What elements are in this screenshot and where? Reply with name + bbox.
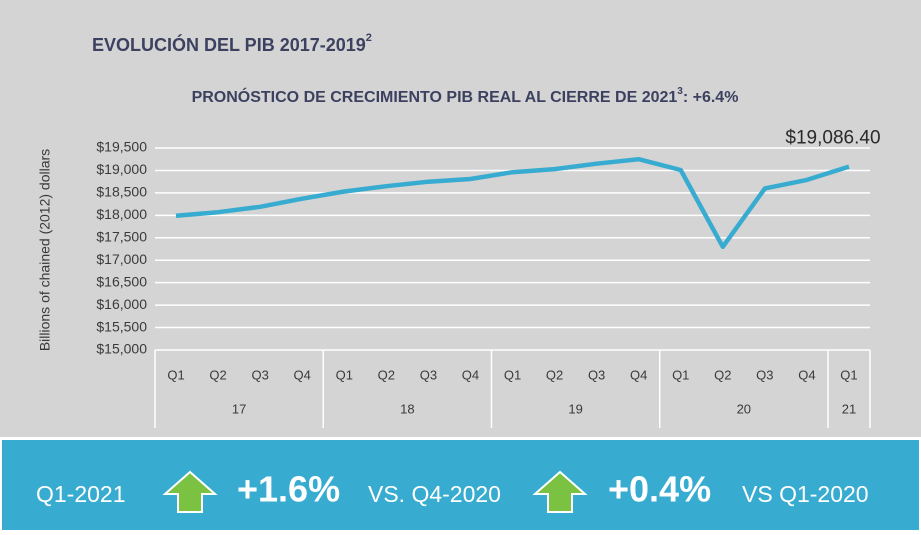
chart-background <box>0 0 921 437</box>
banner-period: Q1-2021 <box>36 481 126 507</box>
title-superscript: 2 <box>366 32 372 44</box>
x-tick-label: Q2 <box>714 367 731 382</box>
title-text: EVOLUCIÓN DEL PIB 2017-2019 <box>92 34 366 55</box>
x-tick-label: Q1 <box>336 367 353 382</box>
y-tick-label: $19,000 <box>96 161 147 177</box>
x-group-label: 17 <box>232 401 246 416</box>
x-tick-label: Q3 <box>251 367 268 382</box>
banner <box>2 440 919 530</box>
y-tick-label: $18,000 <box>96 206 147 222</box>
x-tick-label: Q1 <box>840 367 857 382</box>
x-tick-label: Q4 <box>462 367 479 382</box>
x-tick-label: Q2 <box>378 367 395 382</box>
subtitle-forecast: : +6.4% <box>683 89 739 106</box>
y-tick-label: $17,000 <box>96 251 147 267</box>
chart-subtitle: PRONÓSTICO DE CRECIMIENTO PIB REAL AL CI… <box>192 86 739 107</box>
x-tick-label: Q3 <box>756 367 773 382</box>
up-arrow <box>162 470 218 513</box>
banner-change: +1.6% <box>237 469 340 510</box>
x-group-label: 18 <box>400 401 414 416</box>
x-group-label: 20 <box>737 401 751 416</box>
y-tick-label: $15,000 <box>96 341 147 357</box>
y-axis-label: Billions of chained (2012) dollars <box>37 149 53 351</box>
data-line <box>175 156 850 250</box>
x-tick-label: Q4 <box>630 367 647 382</box>
data-label: $19,086.40 <box>785 128 880 149</box>
y-tick-label: $18,500 <box>96 184 147 200</box>
x-tick-label: Q1 <box>167 367 184 382</box>
banner-comparison: VS Q1-2020 <box>742 481 869 507</box>
x-tick-label: Q2 <box>546 367 563 382</box>
subtitle-text: PRONÓSTICO DE CRECIMIENTO PIB REAL AL CI… <box>192 87 678 106</box>
x-tick-label: Q1 <box>672 367 689 382</box>
x-group-label: 19 <box>568 401 582 416</box>
y-tick-label: $19,500 <box>96 139 147 155</box>
up-arrow <box>532 470 588 513</box>
x-tick-label: Q4 <box>294 367 311 382</box>
banner-change: +0.4% <box>608 469 711 510</box>
y-tick-label: $17,500 <box>96 228 147 244</box>
y-tick-label: $15,500 <box>96 318 147 334</box>
banner-comparison: VS. Q4-2020 <box>368 481 501 507</box>
x-tick-label: Q3 <box>420 367 437 382</box>
y-tick-label: $16,000 <box>96 296 147 312</box>
x-tick-label: Q3 <box>588 367 605 382</box>
x-tick-label: Q4 <box>798 367 815 382</box>
subtitle-superscript: 3 <box>677 86 683 97</box>
x-tick-label: Q2 <box>209 367 226 382</box>
x-group-label: 21 <box>842 401 856 416</box>
x-tick-label: Q1 <box>504 367 521 382</box>
y-tick-label: $16,500 <box>96 273 147 289</box>
plot: $15,000 $15,500 $16,000 $16,500 $17,000 $17,5… <box>96 128 881 428</box>
chart-title: EVOLUCIÓN DEL PIB 2017-20192 <box>92 32 372 55</box>
